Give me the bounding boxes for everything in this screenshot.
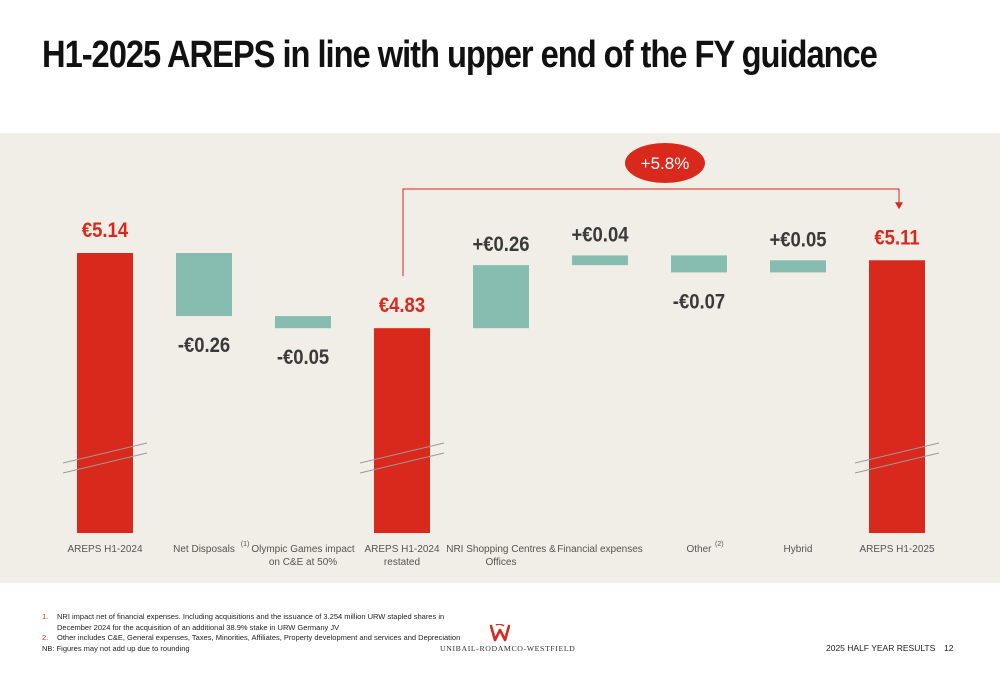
data-label-5: +€0.26	[472, 233, 529, 256]
footnote-1-text: NRI impact net of financial expenses. In…	[57, 612, 445, 632]
axis-break-9	[854, 442, 940, 474]
data-label-6: +€0.04	[571, 223, 628, 246]
growth-arrowhead	[895, 202, 903, 210]
waterfall-chart: €5.14 -€0.26 -€0.05 €4.83 +€0.26 +€0.04 -€0.07…	[62, 143, 940, 568]
category-label-4: AREPS H1-2024	[364, 544, 439, 555]
company-logo: UNIBAIL-RODAMCO-WESTFIELD	[440, 624, 576, 653]
bar-2	[176, 253, 232, 317]
chart-panel	[0, 133, 1000, 583]
bar-4	[374, 328, 430, 533]
data-label-2: -€0.26	[178, 334, 230, 357]
category-label-3: Olympic Games impact	[251, 544, 355, 555]
footnote-2-number: 2.	[42, 633, 49, 642]
data-label-9: €5.11	[874, 226, 919, 249]
nb-note: NB: Figures may not add up due to roundi…	[42, 643, 190, 653]
axis-break-4	[359, 442, 445, 474]
category-label-3-line-2: on C&E at 50%	[269, 557, 337, 568]
data-label-1: €5.14	[82, 219, 128, 242]
growth-badge-label: +5.8%	[641, 154, 690, 173]
axis-break-1	[62, 442, 148, 474]
footnote-1-number: 1.	[42, 612, 49, 621]
category-label-8: Hybrid	[784, 544, 813, 555]
bar-5	[473, 265, 529, 329]
bar-6	[572, 255, 628, 266]
footnote-2-text: Other includes C&E, General expenses, Ta…	[57, 633, 461, 642]
footer-label: 2025 HALF YEAR RESULTS	[826, 643, 936, 653]
category-label-7: Other	[686, 544, 712, 555]
bar-8	[770, 260, 826, 273]
bar-9	[869, 260, 925, 533]
category-label-5-line-2: Offices	[486, 557, 517, 568]
data-label-7: -€0.07	[673, 290, 725, 313]
logo-text: UNIBAIL-RODAMCO-WESTFIELD	[440, 644, 576, 653]
category-footnote-2: (1)	[241, 541, 250, 548]
data-label-4: €4.83	[379, 294, 425, 317]
category-label-5: NRI Shopping Centres &	[446, 544, 556, 555]
bar-1	[77, 253, 133, 533]
footnote-2: 2. Other includes C&E, General expenses,…	[42, 633, 462, 644]
growth-badge	[625, 143, 705, 183]
category-footnote-7: (2)	[715, 541, 724, 548]
category-label-6: Financial expenses	[557, 544, 643, 555]
footnote-1: 1. NRI impact net of financial expenses.…	[42, 612, 462, 633]
bar-7	[671, 255, 727, 273]
w-logo-icon	[490, 624, 510, 642]
page-number: 12	[944, 643, 954, 653]
data-label-3: -€0.05	[277, 346, 329, 369]
category-label-1: AREPS H1-2024	[67, 544, 142, 555]
category-label-9: AREPS H1-2025	[859, 544, 934, 555]
footnotes: 1. NRI impact net of financial expenses.…	[42, 612, 462, 654]
data-label-8: +€0.05	[769, 228, 826, 251]
bar-3	[275, 316, 331, 329]
category-label-4-line-2: restated	[384, 557, 420, 568]
category-label-2: Net Disposals	[173, 544, 235, 555]
page-title: H1-2025 AREPS in line with upper end of …	[42, 34, 878, 76]
growth-bracket	[402, 188, 900, 277]
